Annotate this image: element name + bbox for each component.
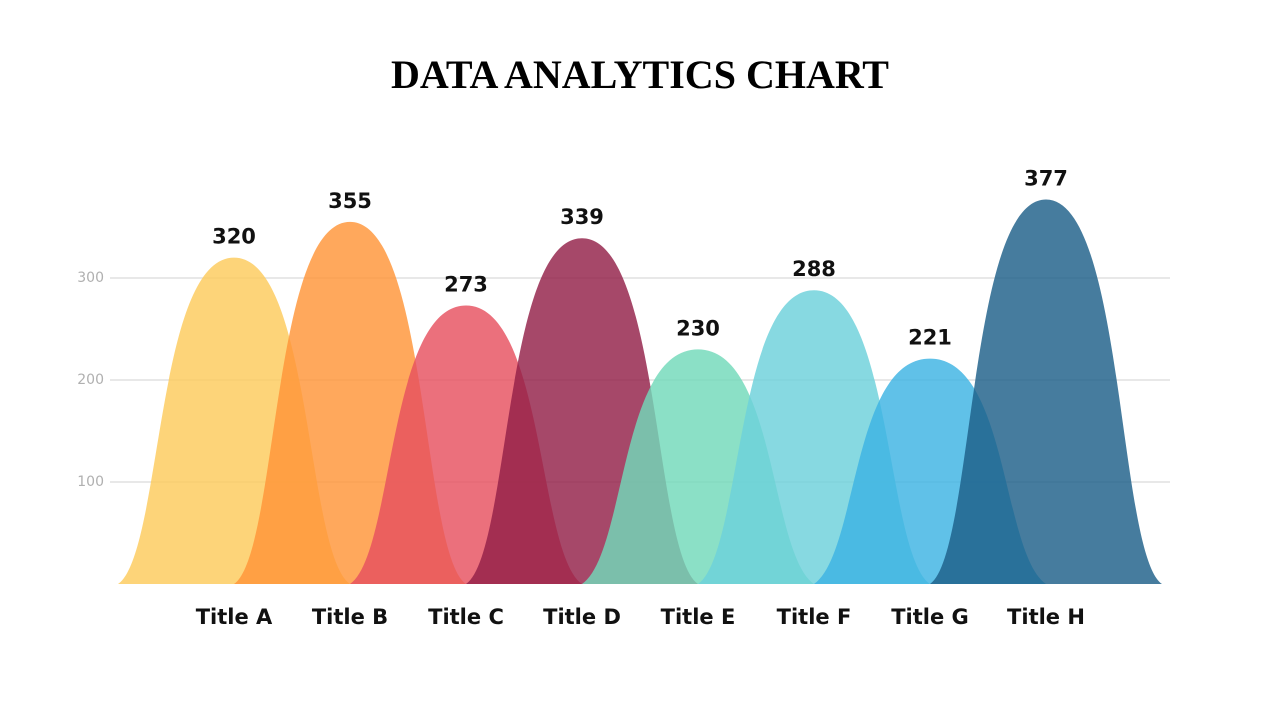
bell: [930, 199, 1162, 584]
value-label: 377: [1024, 166, 1068, 190]
value-label: 230: [676, 316, 720, 340]
x-tick-label: Title E: [661, 605, 736, 629]
value-label: 273: [444, 273, 488, 297]
y-tick-label: 100: [77, 474, 104, 490]
value-label: 288: [792, 257, 836, 281]
x-tick-label: Title G: [891, 605, 969, 629]
y-tick-label: 300: [77, 270, 104, 286]
value-label: 339: [560, 205, 604, 229]
y-tick-label: 200: [77, 372, 104, 388]
x-tick-label: Title H: [1007, 605, 1085, 629]
x-tick-label: Title D: [543, 605, 621, 629]
x-tick-label: Title A: [196, 605, 273, 629]
value-label: 221: [908, 326, 952, 350]
chart-title: DATA ANALYTICS CHART: [391, 52, 889, 97]
x-tick-label: Title B: [312, 605, 388, 629]
value-label: 355: [328, 189, 372, 213]
marks: [118, 199, 1162, 584]
x-tick-label: Title F: [777, 605, 852, 629]
labels: 320 Title A 355 Title B 273 Title C 339 Title D…: [196, 166, 1085, 629]
value-label: 320: [212, 225, 256, 249]
x-tick-label: Title C: [428, 605, 504, 629]
